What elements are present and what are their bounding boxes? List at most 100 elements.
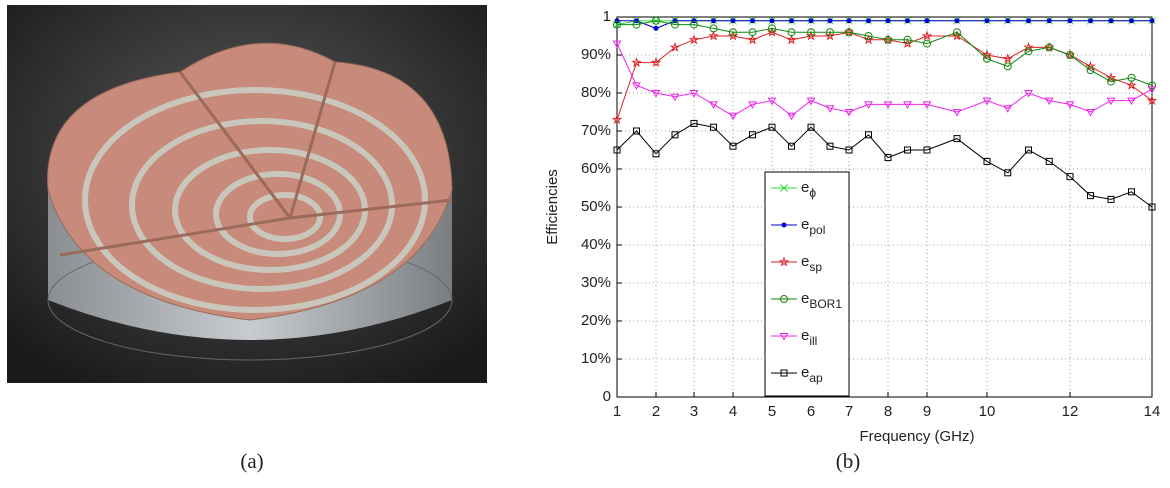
data-point	[728, 112, 738, 121]
y-tick-label: 10%	[581, 350, 611, 367]
data-point	[789, 18, 794, 24]
data-point	[1108, 18, 1114, 24]
data-point	[1002, 53, 1014, 64]
data-point	[923, 39, 931, 48]
data-point	[787, 28, 796, 37]
data-point	[671, 131, 679, 139]
data-point	[709, 24, 718, 33]
data-point	[1046, 18, 1052, 24]
plot-area	[617, 17, 1152, 397]
data-point	[845, 146, 853, 154]
y-tick-label: 20%	[581, 312, 611, 329]
data-point	[806, 97, 816, 106]
data-point	[846, 18, 852, 24]
data-point	[922, 101, 932, 109]
data-point	[1024, 90, 1033, 98]
data-point	[750, 18, 755, 24]
x-tick-label: 2	[652, 403, 660, 420]
data-point	[1146, 95, 1158, 106]
data-point	[1024, 47, 1033, 56]
series-line	[617, 20, 1153, 86]
data-point	[653, 25, 659, 31]
legend-box	[764, 171, 850, 397]
data-point	[884, 35, 892, 44]
data-point	[953, 28, 961, 37]
y-axis-label: Efficiencies	[544, 169, 561, 245]
data-point	[826, 142, 834, 150]
data-point	[1126, 79, 1137, 90]
data-point	[843, 26, 855, 37]
data-point	[710, 123, 717, 131]
data-point	[905, 18, 910, 24]
data-point	[1065, 101, 1075, 109]
data-point	[882, 34, 894, 45]
data-point	[711, 18, 716, 24]
data-point	[983, 157, 991, 165]
y-tick-label: 60%	[581, 160, 611, 177]
data-point	[924, 18, 930, 24]
data-point	[1127, 73, 1136, 82]
data-point	[1127, 97, 1136, 106]
data-point	[690, 20, 698, 29]
data-point	[827, 18, 833, 24]
legend-label: esp	[801, 253, 822, 274]
x-tick-label: 10	[979, 403, 996, 420]
photo	[7, 5, 487, 383]
data-point	[953, 135, 961, 143]
y-tick-label: 50%	[581, 198, 611, 215]
data-point	[1107, 77, 1115, 86]
data-point	[612, 40, 622, 49]
x-tick-label: 3	[690, 403, 698, 420]
data-point	[652, 16, 660, 25]
data-point	[884, 154, 892, 162]
data-point	[1067, 18, 1073, 24]
data-point	[983, 54, 991, 63]
x-axis-label: Frequency (GHz)	[859, 428, 974, 445]
data-point	[1004, 169, 1012, 177]
data-point	[904, 146, 911, 154]
data-point	[787, 112, 796, 121]
data-point	[1087, 192, 1094, 200]
data-point	[1023, 41, 1034, 52]
data-point	[631, 57, 642, 68]
data-point	[781, 222, 787, 228]
y-tick-label: 70%	[581, 122, 611, 139]
data-point	[748, 28, 757, 37]
data-point	[1148, 81, 1156, 90]
data-point	[1105, 72, 1117, 83]
data-point	[954, 18, 960, 24]
data-point	[984, 18, 990, 24]
data-point	[769, 18, 775, 24]
data-point	[749, 131, 756, 139]
data-point	[709, 101, 718, 109]
data-point	[650, 57, 662, 68]
data-point	[671, 20, 679, 29]
data-point	[633, 127, 640, 135]
x-tick-label: 1	[613, 403, 621, 420]
data-point	[1066, 51, 1074, 59]
y-tick-label: 30%	[581, 274, 611, 291]
data-point	[807, 123, 815, 131]
data-point	[708, 30, 719, 41]
data-point	[885, 18, 891, 24]
data-point	[613, 20, 621, 29]
x-tick-label: 5	[768, 403, 776, 420]
caption: (b)	[836, 449, 861, 473]
data-point	[730, 18, 736, 24]
data-point	[1128, 188, 1135, 196]
x-tick-label: 14	[1144, 403, 1161, 420]
data-point	[767, 97, 777, 106]
y-tick-label: 80%	[581, 84, 611, 101]
data-point	[1107, 195, 1115, 203]
data-point	[1088, 18, 1093, 24]
data-point	[1149, 18, 1155, 24]
data-point	[747, 34, 758, 45]
series-line	[616, 122, 1153, 208]
data-point	[1066, 173, 1074, 181]
data-point	[651, 90, 661, 98]
data-point	[825, 105, 835, 113]
data-point	[669, 41, 681, 52]
data-point	[632, 20, 641, 29]
data-point	[923, 146, 931, 154]
